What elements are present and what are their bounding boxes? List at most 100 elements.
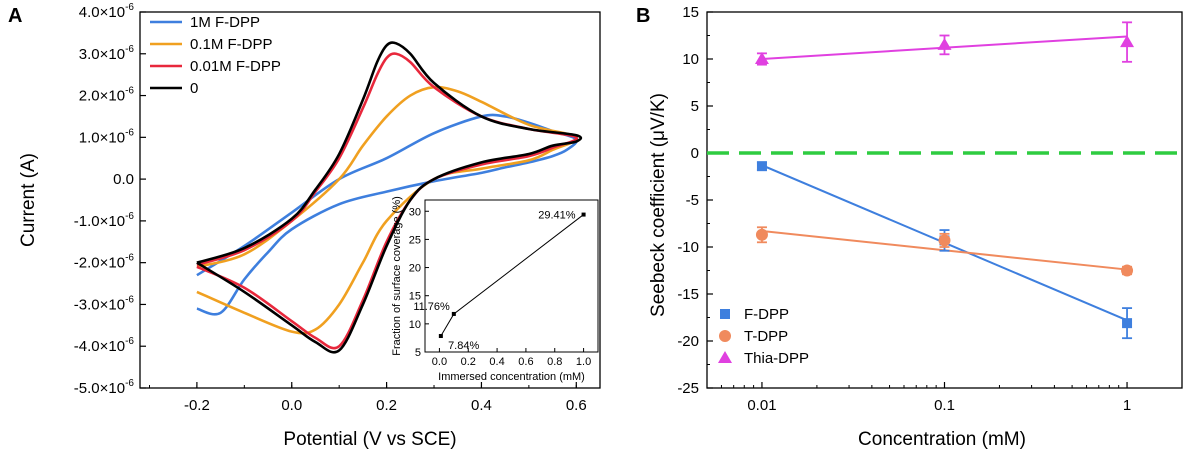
inset-x-tick-label: 1.0 — [576, 356, 591, 368]
panel-a-y-tick-label: -1.0×10-6 — [74, 211, 135, 230]
panel-a-y-tick-base: 4.0×10 — [79, 4, 125, 21]
panel-b-y-axis-title: Seebeck coefficient — [648, 152, 669, 317]
panel-a-plot-frame — [139, 11, 601, 389]
panel-a-y-tick-base: -3.0×10 — [74, 296, 125, 313]
panel-a-y-tick-exponent: -6 — [125, 253, 134, 264]
panel-b-y-tick-label: 10 — [682, 51, 699, 68]
legend-label-3: 0 — [190, 80, 198, 97]
inset-point — [451, 311, 456, 316]
panel-b-y-axis-unit: (μV/K) — [648, 93, 669, 147]
panel-b-x-axis-title: Concentration — [858, 429, 976, 450]
inset-y-tick-label: 20 — [409, 263, 421, 275]
panel-a-y-tick-base: 2.0×10 — [79, 88, 125, 105]
panel-a-x-tick-label: 0.4 — [471, 397, 492, 414]
legend-label-1: 0.1M F-DPP — [190, 36, 273, 53]
panel-a-y-tick-label: 2.0×10-6 — [79, 86, 135, 105]
panel-b-y-tick-label: 5 — [691, 98, 699, 115]
panel-b-x-tick-label: 0.1 — [934, 397, 955, 414]
panel-a-y-tick-label: -2.0×10-6 — [74, 253, 135, 272]
panel-a-y-tick-label: -4.0×10-6 — [74, 336, 135, 355]
panel-a-y-tick-label: -3.0×10-6 — [74, 294, 135, 313]
legend-label-t-dpp: T-DPP — [744, 328, 788, 345]
panel-a-y-tick-exponent: -6 — [125, 211, 134, 222]
panel-b-y-tick-label: 0 — [691, 145, 699, 162]
inset-x-tick-label: 0.0 — [432, 356, 447, 368]
panel-a-y-tick-exponent: -6 — [125, 294, 134, 305]
cv-curve-1m-f-dpp — [196, 113, 578, 316]
panel-a-y-tick-base: -5.0×10 — [74, 380, 125, 397]
panel-a-label: A — [8, 5, 22, 27]
data-point-f-dpp — [1122, 318, 1133, 329]
inset-y-tick-label: 25 — [409, 234, 421, 246]
panel-b-y-tick-label: -10 — [677, 239, 699, 256]
legend-label-thia-dpp: Thia-DPP — [744, 350, 809, 367]
data-point-f-dpp — [756, 161, 767, 172]
inset-surface-coverage-chart: 0.0 0.2 0.4 0.6 0.8 1.0 5 10 15 20 25 30 7.84% 11.76%… — [391, 196, 599, 383]
legend-label-0: 1M F-DPP — [190, 14, 260, 31]
data-point-thia-dpp — [754, 52, 769, 64]
inset-point — [438, 334, 443, 339]
panel-b-x-axis-label: Concentration (mM) — [858, 429, 1026, 450]
panel-a-x-tick-label: 0.6 — [566, 397, 587, 414]
panel-a-y-tick-exponent: -6 — [125, 86, 134, 97]
panel-b-y-tick-label: -20 — [677, 333, 699, 350]
panel-a-x-tick-label: 0.2 — [376, 397, 397, 414]
panel-a-y-axis-label: Current (A) — [18, 153, 39, 247]
inset-y-tick-label: 30 — [409, 206, 421, 218]
legend-marker-f-dpp — [720, 309, 730, 319]
legend-marker-t-dpp — [719, 330, 731, 342]
inset-x-tick-label: 0.4 — [489, 356, 504, 368]
panel-b-x-axis-unit: (mM) — [982, 429, 1026, 450]
panel-a-x-axis-label: Potential (V vs SCE) — [283, 429, 456, 450]
panel-b-y-tick-label: -15 — [677, 286, 699, 303]
panel-a-y-tick-label: -5.0×10-6 — [74, 378, 135, 397]
inset-x-tick-label: 0.2 — [461, 356, 476, 368]
panel-a-y-tick-exponent: -6 — [125, 44, 134, 55]
inset-x-tick-label: 0.8 — [547, 356, 562, 368]
inset-y-axis-label: Fraction of surface coverage (%) — [391, 196, 403, 356]
panel-b-y-tick-label: -25 — [677, 380, 699, 397]
panel-a-y-tick-exponent: -6 — [125, 378, 134, 389]
panel-a-y-tick-base: -4.0×10 — [74, 338, 125, 355]
panel-a-y-tick-label: 3.0×10-6 — [79, 44, 135, 63]
legend-marker-thia-dpp — [718, 351, 732, 363]
legend-label-f-dpp: F-DPP — [744, 306, 789, 323]
panel-a-y-tick-base: -1.0×10 — [74, 213, 125, 230]
data-point-t-dpp — [755, 228, 768, 241]
cv-curve-0 — [196, 41, 583, 354]
inset-point-label: 7.84% — [448, 340, 479, 352]
panel-b-x-tick-label: 0.01 — [747, 397, 776, 414]
panel-a-y-tick-exponent: -6 — [125, 2, 134, 13]
data-point-thia-dpp — [1120, 35, 1135, 48]
legend-label-2: 0.01M F-DPP — [190, 58, 281, 75]
inset-x-axis-label: Immersed concentration (mM) — [438, 371, 585, 383]
inset-x-tick-label: 0.6 — [518, 356, 533, 368]
panel-b-seebeck-chart: B 15 10 5 0 -5 -10 -15 -20 -25 0.01 0.1 1 F-DPP T-DP… — [636, 4, 1183, 450]
panel-b-y-tick-label: -5 — [686, 192, 699, 209]
inset-point-label: 29.41% — [538, 210, 576, 222]
inset-y-tick-label: 5 — [415, 347, 421, 359]
panel-a-y-tick-label: 4.0×10-6 — [79, 2, 135, 21]
panel-a-y-tick-base: -2.0×10 — [74, 255, 125, 272]
panel-a-cyclic-voltammetry-chart: A -0.2 0.0 0.2 0.4 0.64.0×10-63.0×10-62.0×10… — [8, 2, 601, 450]
inset-point — [581, 212, 586, 217]
inset-y-tick-label: 15 — [409, 291, 421, 303]
panel-a-y-tick-base: 0.0 — [113, 171, 134, 188]
panel-b-label: B — [636, 5, 650, 27]
panel-a-y-tick-exponent: -6 — [125, 336, 134, 347]
panel-a-y-tick-label: 0.0 — [113, 171, 134, 188]
panel-a-y-tick-label: 1.0×10-6 — [79, 127, 135, 146]
panel-a-y-tick-base: 1.0×10 — [79, 129, 125, 146]
panel-b-y-tick-label: 15 — [682, 4, 699, 21]
panel-b-x-tick-label: 1 — [1123, 397, 1131, 414]
inset-y-tick-label: 10 — [409, 319, 421, 331]
panel-a-x-tick-label: 0.0 — [281, 397, 302, 414]
panel-a-y-tick-exponent: -6 — [125, 127, 134, 138]
data-point-thia-dpp — [937, 37, 952, 50]
data-point-t-dpp — [938, 234, 951, 247]
panel-a-y-tick-base: 3.0×10 — [79, 46, 125, 63]
panel-b-y-axis-label: Seebeck coefficient (μV/K) — [648, 93, 669, 317]
inset-point-label: 11.76% — [413, 301, 450, 313]
data-point-t-dpp — [1121, 264, 1134, 277]
